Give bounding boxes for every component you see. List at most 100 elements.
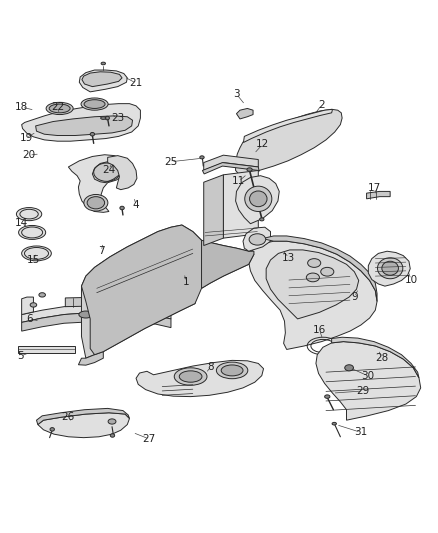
Ellipse shape [81,98,108,110]
Text: 3: 3 [233,89,240,99]
Ellipse shape [247,168,252,171]
Polygon shape [223,171,258,238]
Text: 20: 20 [22,150,35,160]
Polygon shape [68,155,128,212]
Polygon shape [35,116,133,135]
Ellipse shape [249,234,266,245]
Text: 31: 31 [354,427,367,438]
Text: 5: 5 [17,351,24,361]
Ellipse shape [345,365,353,371]
Ellipse shape [306,273,319,282]
Ellipse shape [260,218,264,221]
Text: 17: 17 [367,183,381,193]
Text: 11: 11 [232,176,245,187]
Polygon shape [201,240,254,288]
Text: 6: 6 [26,314,32,324]
Text: 14: 14 [15,218,28,228]
Text: 18: 18 [15,102,28,112]
Ellipse shape [332,422,336,425]
Text: 27: 27 [142,434,156,444]
Text: 8: 8 [207,362,214,372]
Polygon shape [202,163,259,174]
Ellipse shape [136,312,145,317]
Polygon shape [78,352,103,365]
Ellipse shape [216,362,248,379]
Ellipse shape [101,117,106,119]
Ellipse shape [155,290,161,295]
Polygon shape [263,236,377,302]
Polygon shape [136,360,264,397]
Ellipse shape [101,62,106,65]
Polygon shape [36,408,130,425]
Polygon shape [249,241,377,350]
Polygon shape [82,72,122,87]
Ellipse shape [174,368,207,385]
Ellipse shape [245,186,272,212]
Ellipse shape [321,268,334,276]
Ellipse shape [325,395,330,398]
Polygon shape [21,103,141,141]
Text: 25: 25 [164,157,177,167]
Ellipse shape [21,246,51,261]
Polygon shape [21,312,171,331]
Text: 1: 1 [183,277,190,287]
Text: 10: 10 [405,274,418,285]
Ellipse shape [49,104,70,113]
Ellipse shape [382,261,399,275]
Text: 21: 21 [129,78,143,88]
Ellipse shape [87,197,105,209]
Polygon shape [368,251,410,286]
Ellipse shape [200,156,204,159]
Ellipse shape [39,293,46,297]
Text: 9: 9 [351,292,358,302]
Ellipse shape [50,427,54,431]
Ellipse shape [120,206,124,210]
Text: 30: 30 [361,370,374,381]
Polygon shape [65,296,145,306]
Ellipse shape [46,102,73,115]
Text: 7: 7 [98,246,104,256]
Bar [18,346,75,353]
Ellipse shape [179,371,202,382]
Text: 2: 2 [318,100,325,110]
Ellipse shape [18,225,46,239]
Ellipse shape [307,259,321,268]
Text: 28: 28 [375,353,388,363]
Text: 4: 4 [133,200,139,211]
Polygon shape [243,227,271,251]
Polygon shape [81,225,201,358]
Text: 16: 16 [313,325,326,335]
Ellipse shape [90,133,95,136]
Ellipse shape [84,195,108,211]
Polygon shape [108,156,137,190]
Polygon shape [237,108,253,119]
Polygon shape [92,161,122,183]
Polygon shape [266,250,359,319]
Polygon shape [21,297,33,314]
Polygon shape [332,337,419,378]
Ellipse shape [221,365,243,376]
Ellipse shape [378,258,403,279]
Ellipse shape [30,303,37,307]
Text: 13: 13 [282,253,296,263]
Polygon shape [367,191,390,199]
Polygon shape [236,176,279,224]
Text: 22: 22 [51,102,64,112]
Text: 12: 12 [256,139,269,149]
Ellipse shape [84,100,105,108]
Polygon shape [21,304,171,322]
Ellipse shape [250,191,267,207]
Ellipse shape [108,419,116,424]
Polygon shape [236,109,342,174]
Polygon shape [316,342,421,420]
Polygon shape [204,175,223,246]
Ellipse shape [110,434,115,437]
Polygon shape [81,225,254,354]
Text: 19: 19 [19,133,33,143]
Polygon shape [79,70,127,92]
Ellipse shape [79,311,93,318]
Text: 26: 26 [62,412,75,422]
Text: 15: 15 [27,255,40,265]
Ellipse shape [105,116,110,120]
Polygon shape [244,109,332,142]
